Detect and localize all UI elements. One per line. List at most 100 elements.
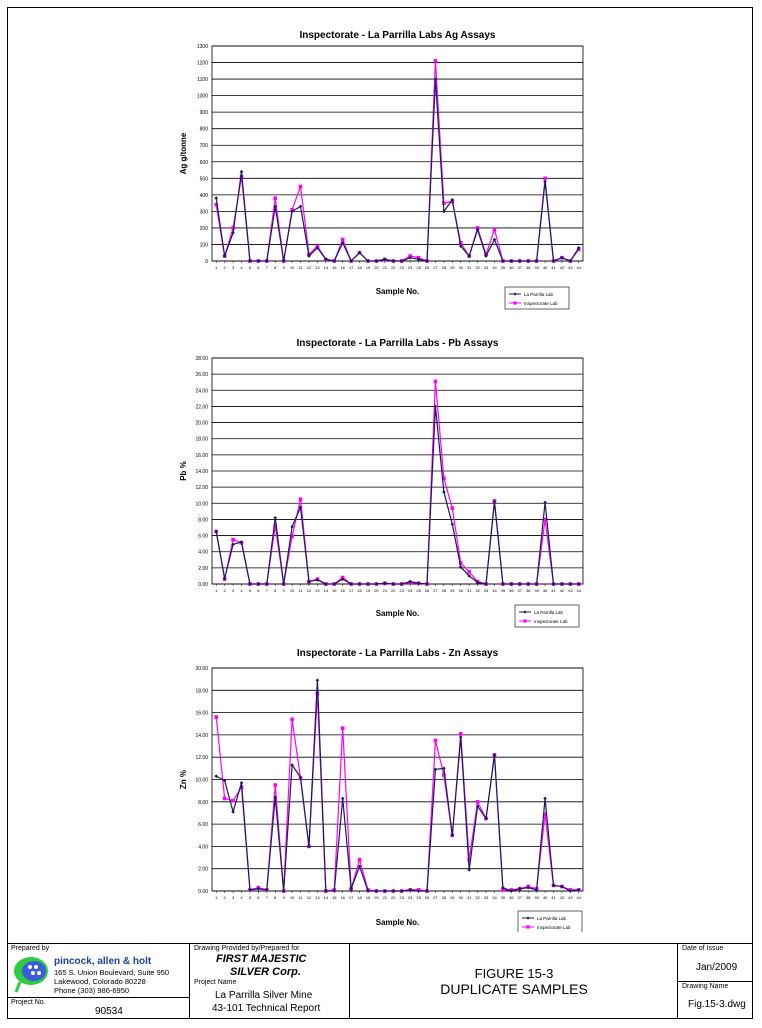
x-tick-label: 39 [534,265,539,270]
x-tick-label: 8 [274,265,277,270]
point-la-parrilla [408,255,412,260]
x-tick-label: 39 [534,588,539,593]
y-tick-label: 24.00 [195,388,208,394]
x-tick-label: 20 [374,265,379,270]
point-inspectorate [442,773,446,777]
zn-assays-chart: Inspectorate - La Parrilla Labs - Zn Ass… [179,648,584,932]
point-la-parrilla [281,259,286,263]
y-tick-label: 18.00 [195,437,208,443]
figure-title: DUPLICATE SAMPLES [440,981,588,997]
point-la-parrilla [273,516,278,520]
x-tick-label: 3 [232,588,235,593]
y-tick-label: 300 [200,209,209,215]
figure-cell: FIGURE 15-3 DUPLICATE SAMPLES [350,944,678,1019]
point-inspectorate [357,857,362,862]
chart-title: Inspectorate - La Parrilla Labs Ag Assay… [299,30,495,41]
point-la-parrilla [231,542,235,547]
point-la-parrilla [231,231,235,235]
y-tick-label: 100 [200,242,209,248]
legend-marker [523,610,527,614]
x-tick-label: 26 [425,588,430,593]
x-tick-label: 44 [577,588,582,593]
point-la-parrilla [551,582,556,586]
issue-cell: Date of Issue Jan/2009 Drawing Name Fig.… [678,944,753,1019]
x-tick-label: 1 [215,265,218,270]
point-la-parrilla [517,582,522,586]
x-tick-label: 40 [543,265,548,270]
x-tick-label: 30 [459,895,464,900]
x-tick-label: 14 [324,265,329,270]
point-la-parrilla [509,889,514,893]
x-tick-label: 23 [399,588,404,593]
point-la-parrilla [492,753,497,757]
x-tick-label: 18 [357,588,362,593]
y-tick-label: 18.00 [195,688,208,694]
x-tick-label: 15 [332,895,337,900]
point-la-parrilla [290,524,294,529]
point-la-parrilla [366,259,370,263]
x-tick-label: 30 [459,588,464,593]
x-tick-label: 31 [467,895,472,900]
page-frame [7,7,753,1019]
point-la-parrilla [340,241,345,245]
point-la-parrilla [340,577,345,581]
x-tick-label: 24 [408,895,413,900]
x-tick-label: 12 [307,895,312,900]
series-line-la-parrilla [215,79,580,263]
drawing-name: Fig.15-3.dwg [688,999,746,1010]
client-name-line2: SILVER Corp. [230,966,301,978]
point-inspectorate [231,537,235,542]
x-tick-label: 20 [374,895,379,900]
series-line-inspectorate [215,693,579,892]
x-tick-label: 5 [249,588,252,593]
x-tick-label: 16 [340,588,345,593]
point-inspectorate [231,798,235,803]
point-la-parrilla [256,259,261,263]
x-tick-label: 16 [340,265,345,270]
company-address-2: Lakewood, Colorado 80228 [54,977,146,986]
point-la-parrilla [214,196,219,200]
point-la-parrilla [231,810,235,814]
legend-marker [526,916,530,920]
prepared-by-cell: Prepared by pincock, allen & holt 165 S.… [7,944,190,1019]
x-tick-label: 33 [484,588,489,593]
x-tick-label: 9 [283,588,286,593]
point-la-parrilla [576,245,581,250]
x-tick-label: 21 [383,265,388,270]
point-inspectorate [492,227,497,232]
x-tick-label: 17 [349,895,354,900]
point-la-parrilla [374,259,379,263]
x-tick-label: 33 [484,895,489,900]
point-la-parrilla [265,259,269,263]
y-tick-label: 1100 [197,77,208,83]
x-tick-label: 9 [283,265,286,270]
point-la-parrilla [484,254,488,258]
point-la-parrilla [458,244,463,248]
chart-title: Inspectorate - La Parrilla Labs - Zn Ass… [297,648,499,659]
x-tick-label: 1 [215,588,218,593]
x-tick-label: 8 [274,588,277,593]
x-tick-label: 38 [526,588,531,593]
x-tick-label: 25 [416,265,421,270]
pb-assays-chart: Inspectorate - La Parrilla Labs - Pb Ass… [179,338,584,628]
y-tick-label: 16.00 [195,711,208,717]
x-tick-label: 44 [577,265,582,270]
x-tick-label: 10 [290,895,295,900]
y-axis-label: Ag g/tonne [179,132,188,174]
x-tick-label: 38 [526,265,531,270]
legend-label: La Parrilla Lab [537,916,567,921]
x-tick-label: 19 [366,895,371,900]
point-inspectorate [467,570,471,574]
legend-label: Inspectorate Lab [524,301,558,306]
point-la-parrilla [307,844,311,849]
y-tick-label: 28.00 [195,356,208,362]
y-tick-label: 400 [200,193,209,199]
point-inspectorate [442,476,446,481]
x-tick-label: 35 [501,895,506,900]
y-tick-label: 10.00 [195,501,208,507]
point-la-parrilla [383,581,387,585]
y-axis-label: Zn % [179,770,188,789]
project-no-label: Project No. [11,999,46,1006]
point-la-parrilla [408,579,412,584]
x-tick-label: 43 [568,895,573,900]
